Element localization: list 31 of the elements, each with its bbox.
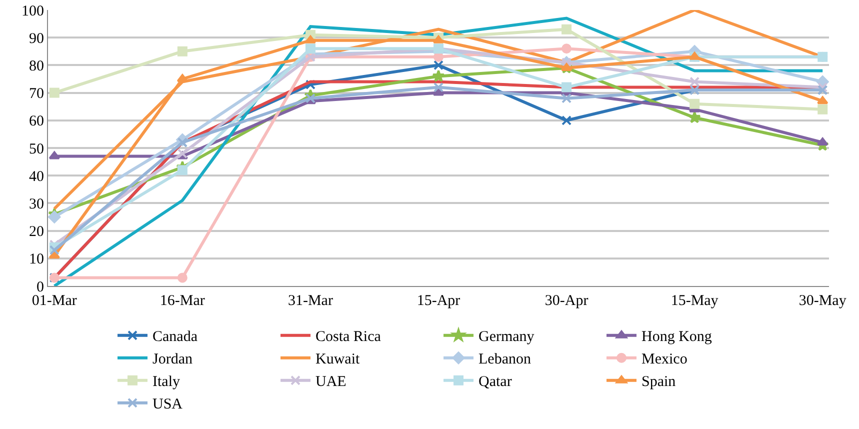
legend-label: Qatar	[478, 374, 512, 390]
y-tick-label: 100	[22, 3, 44, 20]
y-tick-label: 50	[29, 141, 44, 158]
legend-label: Hong Kong	[642, 329, 712, 346]
legend-label: Lebanon	[478, 352, 532, 368]
y-tick-label: 90	[29, 30, 44, 47]
y-tick-label: 70	[29, 86, 44, 102]
legend-label: Jordan	[152, 352, 193, 368]
x-tick-label: 31-Mar	[288, 293, 333, 309]
x-tick-label: 15-May	[670, 293, 719, 309]
legend-label: Spain	[642, 374, 676, 390]
legend-label: USA	[152, 396, 183, 413]
y-tick-label: 10	[29, 252, 44, 268]
y-tick-label: 0	[36, 279, 44, 296]
y-tick-label: 40	[29, 168, 44, 185]
legend-label: Germany	[478, 329, 535, 346]
x-tick-label: 16-Mar	[160, 293, 205, 309]
legend-label: Mexico	[642, 352, 688, 368]
y-tick-label: 20	[29, 224, 44, 240]
y-tick-label: 30	[29, 196, 44, 212]
legend-label: Canada	[152, 329, 198, 346]
legend-label: Kuwait	[316, 352, 360, 368]
y-tick-label: 80	[29, 58, 44, 74]
legend-label: Italy	[152, 374, 180, 390]
legend-label: Costa Rica	[316, 329, 382, 346]
x-tick-label: 30-May	[798, 293, 847, 309]
x-tick-label: 15-Apr	[416, 293, 460, 309]
y-tick-label: 60	[29, 114, 44, 130]
x-tick-label: 01-Mar	[32, 293, 77, 309]
x-tick-label: 30-Apr	[544, 293, 588, 309]
legend-label: UAE	[316, 374, 346, 390]
